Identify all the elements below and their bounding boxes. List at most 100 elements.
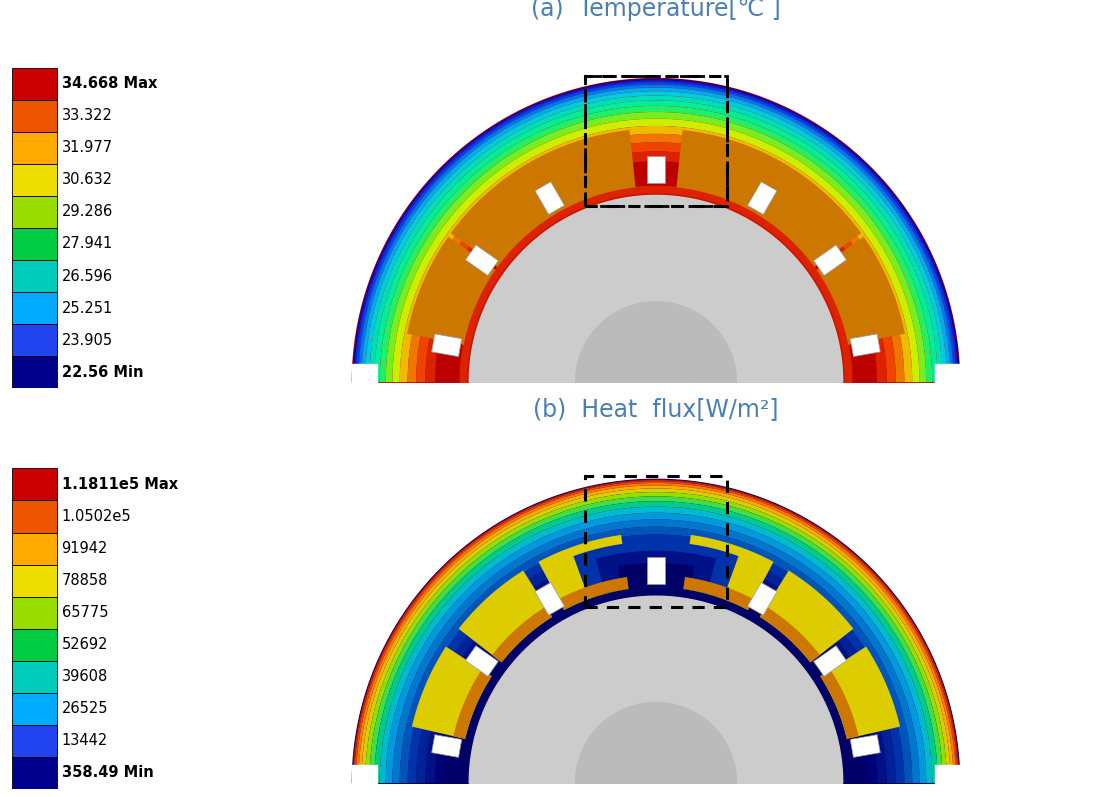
Bar <box>585 76 728 206</box>
Bar <box>12 693 57 725</box>
Polygon shape <box>535 182 565 214</box>
Polygon shape <box>369 497 943 783</box>
Text: 33.322: 33.322 <box>62 108 112 124</box>
Polygon shape <box>412 646 491 739</box>
Polygon shape <box>358 485 954 783</box>
Bar <box>12 469 57 501</box>
Polygon shape <box>353 79 959 383</box>
Polygon shape <box>469 195 843 383</box>
Polygon shape <box>451 163 558 267</box>
Polygon shape <box>759 571 853 662</box>
Bar <box>12 532 57 564</box>
Polygon shape <box>596 551 717 594</box>
Polygon shape <box>647 557 665 584</box>
Polygon shape <box>400 527 912 783</box>
Polygon shape <box>453 669 491 739</box>
Polygon shape <box>813 646 846 677</box>
Polygon shape <box>576 302 736 383</box>
Bar <box>12 164 57 196</box>
Polygon shape <box>392 520 920 783</box>
Bar <box>12 757 57 789</box>
Polygon shape <box>408 535 904 783</box>
Polygon shape <box>684 577 754 610</box>
Polygon shape <box>466 646 498 677</box>
Polygon shape <box>353 479 959 783</box>
Polygon shape <box>362 88 951 383</box>
Polygon shape <box>469 596 843 783</box>
Polygon shape <box>813 245 846 276</box>
Polygon shape <box>677 130 782 213</box>
Text: 1.0502e5: 1.0502e5 <box>62 509 131 524</box>
Bar <box>585 76 728 206</box>
Bar <box>12 501 57 532</box>
Bar <box>585 477 728 607</box>
Polygon shape <box>417 543 896 783</box>
Polygon shape <box>379 507 932 783</box>
Polygon shape <box>618 563 695 590</box>
Polygon shape <box>558 577 629 610</box>
Polygon shape <box>747 583 777 615</box>
Polygon shape <box>353 79 959 383</box>
Polygon shape <box>432 334 462 356</box>
Polygon shape <box>365 492 947 783</box>
Bar <box>12 100 57 132</box>
Bar <box>12 260 57 292</box>
Polygon shape <box>386 512 926 783</box>
Polygon shape <box>400 126 912 383</box>
Text: 22.56 Min: 22.56 Min <box>62 365 143 379</box>
Polygon shape <box>365 92 947 383</box>
Polygon shape <box>353 480 959 783</box>
Text: 26.596: 26.596 <box>62 269 113 284</box>
Polygon shape <box>369 96 943 383</box>
Polygon shape <box>408 134 904 383</box>
Polygon shape <box>425 552 887 783</box>
Polygon shape <box>353 79 959 383</box>
Polygon shape <box>530 130 635 213</box>
Text: 39608: 39608 <box>62 669 108 685</box>
Text: 29.286: 29.286 <box>62 204 113 219</box>
Polygon shape <box>535 583 565 615</box>
Text: 31.977: 31.977 <box>62 140 113 155</box>
Bar <box>12 725 57 757</box>
Text: 13442: 13442 <box>62 733 108 748</box>
Polygon shape <box>356 483 956 783</box>
Title: (b)  Heat  flux[W/m²]: (b) Heat flux[W/m²] <box>533 398 779 422</box>
Bar <box>12 356 57 388</box>
Polygon shape <box>851 334 880 356</box>
Polygon shape <box>362 489 951 783</box>
Polygon shape <box>458 571 552 662</box>
Polygon shape <box>358 84 954 383</box>
Polygon shape <box>576 702 736 783</box>
Bar <box>12 597 57 629</box>
Polygon shape <box>445 572 867 783</box>
Polygon shape <box>379 106 932 383</box>
Text: 91942: 91942 <box>62 541 108 556</box>
Bar <box>12 196 57 228</box>
Polygon shape <box>407 237 496 345</box>
Text: 1.1811e5 Max: 1.1811e5 Max <box>62 477 178 492</box>
Text: 23.905: 23.905 <box>62 332 113 347</box>
Text: 30.632: 30.632 <box>62 172 112 187</box>
Text: 52692: 52692 <box>62 638 108 652</box>
Bar <box>12 292 57 324</box>
Polygon shape <box>747 182 777 214</box>
Polygon shape <box>759 607 820 662</box>
Bar <box>12 629 57 661</box>
Polygon shape <box>354 80 957 383</box>
Bar <box>12 564 57 597</box>
Polygon shape <box>492 607 552 662</box>
Polygon shape <box>574 542 739 599</box>
Polygon shape <box>647 156 665 183</box>
Text: 78858: 78858 <box>62 573 108 588</box>
Text: 34.668 Max: 34.668 Max <box>62 77 157 91</box>
Text: 26525: 26525 <box>62 701 108 717</box>
Text: 25.251: 25.251 <box>62 300 113 316</box>
Polygon shape <box>417 143 896 383</box>
Polygon shape <box>820 646 900 739</box>
Polygon shape <box>435 562 877 783</box>
Polygon shape <box>392 119 920 383</box>
Polygon shape <box>432 735 462 757</box>
Polygon shape <box>386 112 926 383</box>
Bar <box>12 68 57 100</box>
Polygon shape <box>375 501 937 783</box>
